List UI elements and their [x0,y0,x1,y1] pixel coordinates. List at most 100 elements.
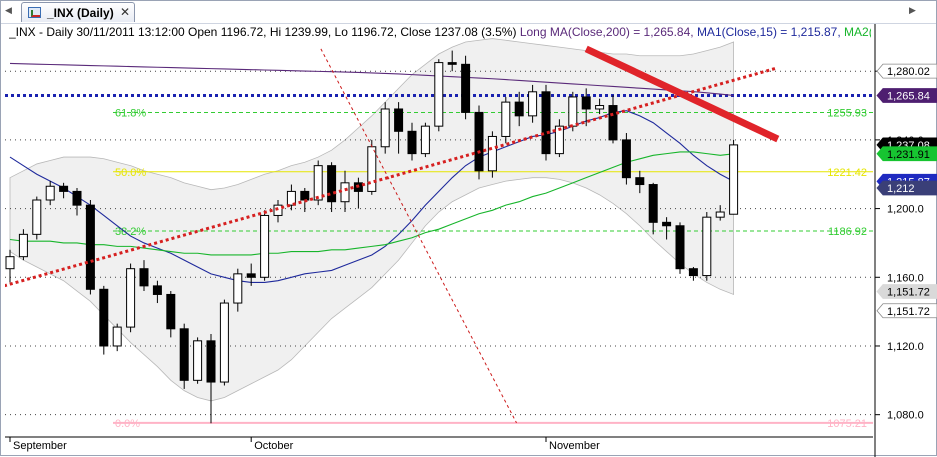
ma2-readout: MA2(Close,50) = 1,231.91 [844,25,871,39]
candle-body-2 [32,199,42,235]
candle-body-15 [206,340,216,383]
candle-body-20 [273,204,283,216]
candle-body-14 [193,340,203,381]
y-tick-label-1200: 1,200.0 [887,204,924,216]
tab-scroll-right-icon[interactable]: ▶ [909,5,916,15]
y-tick-label-1080: 1,080.0 [887,410,924,422]
candle-body-52 [702,216,712,277]
candle-body-1 [18,233,28,258]
fib-value-label-2: 1186.92 [828,226,867,238]
price-tag-3 [876,146,937,162]
candle-body-32 [434,62,444,127]
candle-body-4 [59,185,69,192]
ma-line-2 [9,151,734,256]
price-tag-label-5: 1,212 [887,183,915,195]
candle-body-35 [474,111,484,172]
candle-body-43 [581,96,591,110]
candle-body-31 [420,125,430,155]
candle-body-10 [139,268,149,287]
candle-body-38 [514,101,524,117]
price-tag-7 [876,303,937,319]
candle-body-17 [233,273,243,304]
candle-body-37 [501,101,511,137]
candle-body-5 [72,190,82,206]
tab-bar: ◀ _INX (Daily) ✕ ▶ [1,1,936,24]
candle-body-36 [487,135,497,172]
candle-body-41 [554,125,564,155]
price-tag-0 [876,63,937,79]
candle-body-22 [300,190,310,201]
bollinger-band [9,38,734,402]
candle-body-16 [219,302,229,383]
candle-body-46 [621,139,631,179]
price-tag-6 [876,284,937,299]
price-tag-label-3: 1,231.91 [887,149,930,161]
y-tick-label-1160: 1,160.0 [887,272,924,284]
candle-body-9 [126,268,136,328]
candle-body-47 [635,177,645,186]
tab-inx-daily[interactable]: _INX (Daily) ✕ [21,2,135,22]
ma1-readout: MA1(Close,15) = 1,215.87, [696,25,841,39]
long-ma-readout: Long MA(Close,200) = 1,265.84, [519,25,694,39]
candle-body-8 [112,326,122,347]
candle-body-11 [152,285,162,295]
y-tick-label-1120: 1,120.0 [887,341,924,353]
price-tag-label-0: 1,280.02 [887,66,930,78]
price-tag-label-6: 1,151.72 [887,287,930,299]
candle-body-50 [675,225,685,270]
candle-body-40 [541,91,551,155]
x-tick-label-2: November [549,440,600,452]
candle-body-23 [313,165,323,201]
x-tick-label-1: October [254,440,293,452]
candle-body-6 [85,204,95,290]
candle-body-13 [179,328,189,381]
candle-body-29 [394,108,404,132]
candle-body-3 [45,185,55,201]
x-tick-label-0: September [13,440,67,452]
candle-body-28 [380,108,390,148]
candle-body-53 [715,211,725,218]
price-tag-label-7: 1,151.72 [887,306,930,318]
price-tag-label-1: 1,265.84 [887,91,930,103]
candle-body-34 [461,63,471,113]
price-tag-1 [876,88,937,103]
support-trendline [5,66,779,288]
candle-body-24 [327,165,337,203]
candle-body-39 [528,91,538,117]
candle-body-27 [367,146,377,192]
tab-label: _INX (Daily) [47,6,114,20]
candle-body-12 [166,293,176,330]
ma-line-0 [9,62,734,97]
candle-body-7 [99,288,109,347]
fib-level-label-1: 50.0% [115,167,146,179]
price-tag-5 [876,180,937,196]
candle-body-30 [407,130,417,155]
tab-scroll-left-icon[interactable]: ◀ [5,5,12,15]
price-info-line: _INX - Daily 30/11/2011 13:12:00 Open 11… [9,25,871,41]
fib-value-label-0: 1255.93 [827,108,867,120]
candle-body-19 [260,214,270,278]
candle-body-0 [5,256,15,270]
candle-body-44 [595,105,605,110]
candle-body-54 [729,144,739,215]
fib-value-label-1: 1221.42 [827,167,867,179]
candle-body-25 [340,182,350,203]
fib-level-label-0: 61.8% [115,108,146,120]
candle-body-21 [286,190,296,206]
candle-body-45 [608,105,618,141]
candle-body-42 [568,96,578,127]
candle-body-18 [246,273,256,278]
chart-icon [28,7,41,18]
candle-body-48 [648,184,658,223]
fib-value-label-3: 1075.21 [827,418,867,430]
candle-body-33 [447,62,457,65]
ohlc-summary: _INX - Daily 30/11/2011 13:12:00 Open 11… [9,25,517,39]
resistance-trendline [584,45,780,143]
fib-level-label-2: 38.2% [115,226,146,238]
fib-level-label-3: 0.0% [115,418,140,430]
close-icon[interactable]: ✕ [120,5,131,19]
candle-body-51 [688,268,698,277]
candle-body-49 [662,221,672,227]
